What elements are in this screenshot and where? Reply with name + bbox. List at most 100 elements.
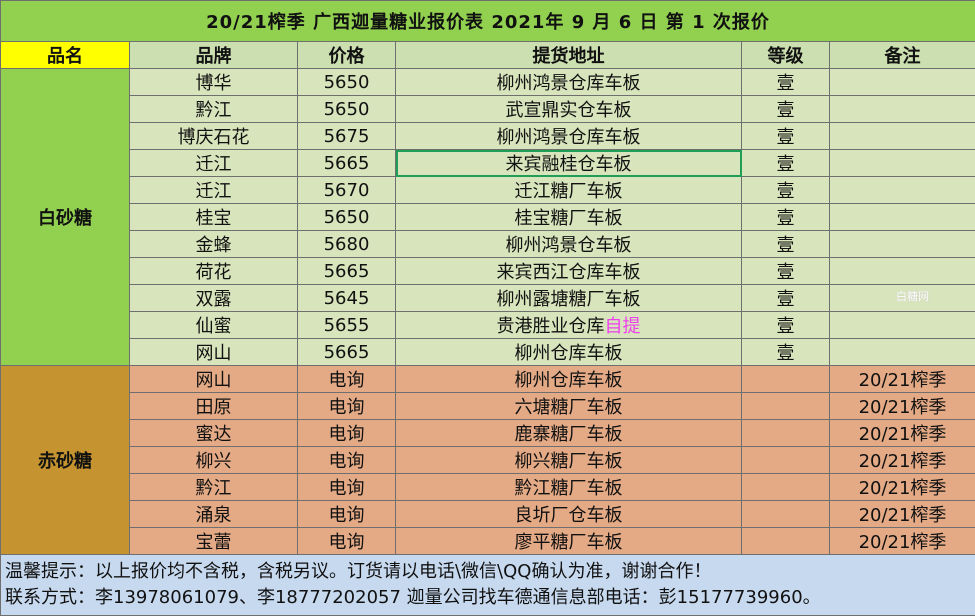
price-cell[interactable]: 5665 bbox=[298, 150, 396, 177]
header-brand[interactable]: 品牌 bbox=[130, 42, 298, 69]
grade-cell[interactable]: 壹 bbox=[742, 123, 830, 150]
price-cell[interactable]: 5655 bbox=[298, 312, 396, 339]
header-grade[interactable]: 等级 bbox=[742, 42, 830, 69]
price-cell[interactable]: 5680 bbox=[298, 231, 396, 258]
price-cell[interactable]: 电询 bbox=[298, 528, 396, 555]
header-name[interactable]: 品名 bbox=[1, 42, 130, 69]
location-cell[interactable]: 廖平糖厂车板 bbox=[396, 528, 742, 555]
sheet-title[interactable]: 20/21榨季 广西迦量糖业报价表 2021年 9 月 6 日 第 1 次报价 bbox=[1, 1, 975, 42]
location-cell[interactable]: 良圻厂仓车板 bbox=[396, 501, 742, 528]
grade-cell[interactable]: 壹 bbox=[742, 285, 830, 312]
brand-cell[interactable]: 荷花 bbox=[130, 258, 298, 285]
note-cell[interactable] bbox=[830, 231, 975, 258]
grade-cell[interactable]: 壹 bbox=[742, 177, 830, 204]
note-cell[interactable] bbox=[830, 312, 975, 339]
grade-cell[interactable] bbox=[742, 420, 830, 447]
location-cell[interactable]: 武宣鼎实仓车板 bbox=[396, 96, 742, 123]
location-cell[interactable]: 来宾西江仓库车板 bbox=[396, 258, 742, 285]
price-cell[interactable]: 电询 bbox=[298, 393, 396, 420]
footer-notes[interactable]: 温馨提示：以上报价均不含税，含税另议。订货请以电话\微信\QQ确认为准，谢谢合作… bbox=[1, 555, 975, 616]
grade-cell[interactable]: 壹 bbox=[742, 312, 830, 339]
location-cell[interactable]: 柳州鸿景仓库车板 bbox=[396, 123, 742, 150]
location-cell[interactable]: 柳州仓库车板 bbox=[396, 366, 742, 393]
note-cell[interactable]: 20/21榨季 bbox=[830, 366, 975, 393]
note-cell[interactable] bbox=[830, 258, 975, 285]
grade-cell[interactable] bbox=[742, 501, 830, 528]
location-cell[interactable]: 桂宝糖厂车板 bbox=[396, 204, 742, 231]
location-cell[interactable]: 柳州仓库车板 bbox=[396, 339, 742, 366]
note-cell[interactable] bbox=[830, 69, 975, 96]
price-cell[interactable]: 电询 bbox=[298, 474, 396, 501]
price-cell[interactable]: 5650 bbox=[298, 96, 396, 123]
note-cell[interactable]: 20/21榨季 bbox=[830, 474, 975, 501]
brand-cell[interactable]: 迁江 bbox=[130, 177, 298, 204]
price-cell[interactable]: 电询 bbox=[298, 420, 396, 447]
grade-cell[interactable] bbox=[742, 528, 830, 555]
brand-cell[interactable]: 涌泉 bbox=[130, 501, 298, 528]
location-cell[interactable]: 柳州鸿景仓库车板 bbox=[396, 69, 742, 96]
note-cell[interactable]: 20/21榨季 bbox=[830, 501, 975, 528]
note-cell[interactable] bbox=[830, 96, 975, 123]
brand-cell[interactable]: 迁江 bbox=[130, 150, 298, 177]
grade-cell[interactable]: 壹 bbox=[742, 150, 830, 177]
note-cell[interactable]: 20/21榨季 bbox=[830, 420, 975, 447]
grade-cell[interactable] bbox=[742, 393, 830, 420]
price-cell[interactable]: 5650 bbox=[298, 204, 396, 231]
grade-cell[interactable] bbox=[742, 447, 830, 474]
brand-cell[interactable]: 田原 bbox=[130, 393, 298, 420]
location-cell[interactable]: 柳兴糖厂车板 bbox=[396, 447, 742, 474]
header-note[interactable]: 备注 bbox=[830, 42, 975, 69]
price-cell[interactable]: 电询 bbox=[298, 366, 396, 393]
price-cell[interactable]: 电询 bbox=[298, 501, 396, 528]
note-cell[interactable] bbox=[830, 123, 975, 150]
location-cell[interactable]: 来宾融桂仓车板 bbox=[396, 150, 742, 177]
grade-cell[interactable]: 壹 bbox=[742, 339, 830, 366]
price-cell[interactable]: 5670 bbox=[298, 177, 396, 204]
grade-cell[interactable]: 壹 bbox=[742, 231, 830, 258]
price-cell[interactable]: 5675 bbox=[298, 123, 396, 150]
group-label-red-sugar[interactable]: 赤砂糖 bbox=[1, 366, 130, 555]
location-cell[interactable]: 六塘糖厂车板 bbox=[396, 393, 742, 420]
note-cell[interactable] bbox=[830, 150, 975, 177]
price-cell[interactable]: 电询 bbox=[298, 447, 396, 474]
note-cell[interactable] bbox=[830, 204, 975, 231]
brand-cell[interactable]: 蜜达 bbox=[130, 420, 298, 447]
brand-cell[interactable]: 黔江 bbox=[130, 96, 298, 123]
brand-cell[interactable]: 博华 bbox=[130, 69, 298, 96]
price-cell[interactable]: 5645 bbox=[298, 285, 396, 312]
grade-cell[interactable] bbox=[742, 474, 830, 501]
location-cell[interactable]: 黔江糖厂车板 bbox=[396, 474, 742, 501]
grade-cell[interactable]: 壹 bbox=[742, 96, 830, 123]
watermark-text: 白糖网 bbox=[896, 288, 929, 304]
note-cell[interactable]: 20/21榨季 bbox=[830, 393, 975, 420]
brand-cell[interactable]: 柳兴 bbox=[130, 447, 298, 474]
note-cell[interactable]: 20/21榨季 bbox=[830, 528, 975, 555]
location-cell[interactable]: 迁江糖厂车板 bbox=[396, 177, 742, 204]
location-cell[interactable]: 贵港胜业仓库自提 bbox=[396, 312, 742, 339]
grade-cell[interactable]: 壹 bbox=[742, 69, 830, 96]
header-location[interactable]: 提货地址 bbox=[396, 42, 742, 69]
brand-cell[interactable]: 博庆石花 bbox=[130, 123, 298, 150]
note-cell[interactable] bbox=[830, 339, 975, 366]
brand-cell[interactable]: 网山 bbox=[130, 339, 298, 366]
brand-cell[interactable]: 金蜂 bbox=[130, 231, 298, 258]
note-cell[interactable]: 20/21榨季 bbox=[830, 447, 975, 474]
location-cell[interactable]: 柳州露塘糖厂车板 bbox=[396, 285, 742, 312]
header-price[interactable]: 价格 bbox=[298, 42, 396, 69]
price-cell[interactable]: 5665 bbox=[298, 339, 396, 366]
brand-cell[interactable]: 黔江 bbox=[130, 474, 298, 501]
brand-cell[interactable]: 桂宝 bbox=[130, 204, 298, 231]
note-cell[interactable] bbox=[830, 177, 975, 204]
grade-cell[interactable]: 壹 bbox=[742, 258, 830, 285]
group-label-white-sugar[interactable]: 白砂糖 bbox=[1, 69, 130, 366]
location-cell[interactable]: 鹿寨糖厂车板 bbox=[396, 420, 742, 447]
grade-cell[interactable]: 壹 bbox=[742, 204, 830, 231]
brand-cell[interactable]: 双露 bbox=[130, 285, 298, 312]
price-cell[interactable]: 5650 bbox=[298, 69, 396, 96]
brand-cell[interactable]: 宝蕾 bbox=[130, 528, 298, 555]
price-cell[interactable]: 5665 bbox=[298, 258, 396, 285]
location-cell[interactable]: 柳州鸿景仓车板 bbox=[396, 231, 742, 258]
brand-cell[interactable]: 网山 bbox=[130, 366, 298, 393]
brand-cell[interactable]: 仙蜜 bbox=[130, 312, 298, 339]
grade-cell[interactable] bbox=[742, 366, 830, 393]
